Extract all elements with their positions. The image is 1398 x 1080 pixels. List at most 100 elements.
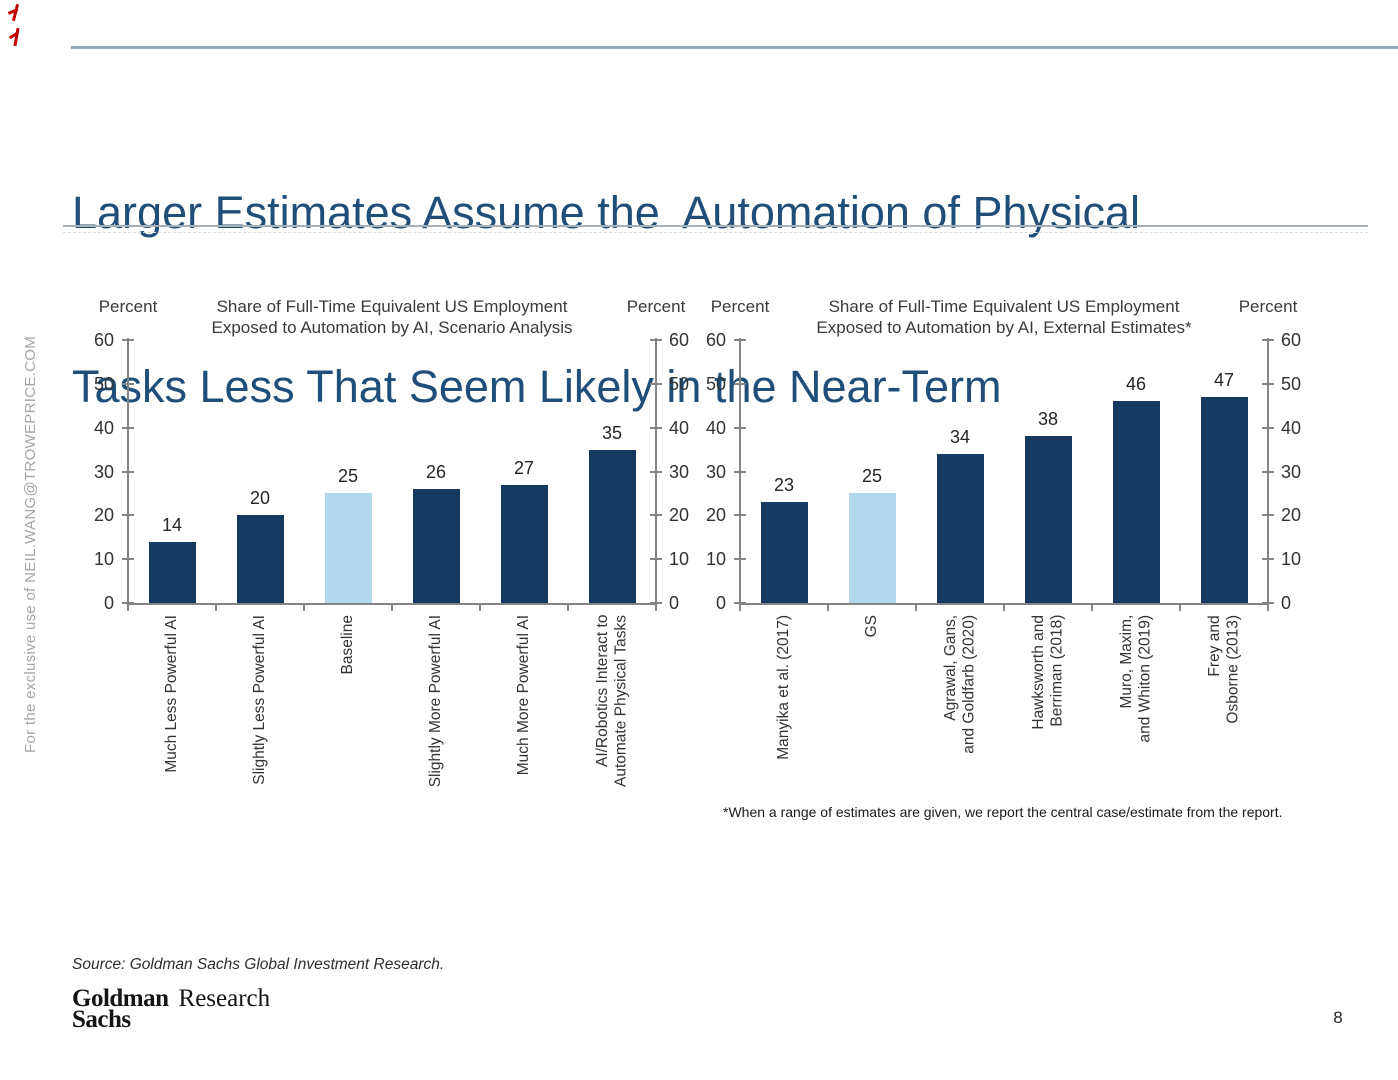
bar — [588, 450, 636, 603]
x-axis-category-label: GS — [862, 615, 880, 638]
x-axis-category-label: AI/Robotics Interact to Automate Physica… — [593, 615, 630, 788]
y-axis-tick — [734, 339, 746, 341]
y-axis-tick — [734, 602, 746, 604]
x-axis-tick — [1179, 605, 1181, 611]
chart-title-line: Share of Full-Time Equivalent US Employm… — [828, 297, 1180, 316]
bar — [500, 485, 548, 603]
x-axis-category-cell: Baseline — [304, 615, 392, 850]
bar — [1112, 401, 1160, 603]
bar-value-label: 38 — [1037, 409, 1059, 429]
chart-title: Share of Full-Time Equivalent US Employm… — [724, 296, 1284, 338]
y-axis-label: 60 — [669, 330, 690, 350]
axis-unit-label-right: Percent — [626, 297, 686, 316]
x-axis-category-label: Agrawal, Gans, and Goldfarb (2020) — [941, 615, 978, 754]
x-axis-tick — [127, 605, 129, 611]
axis-unit-label-right: Percent — [1238, 297, 1298, 316]
y-axis-tick — [122, 426, 134, 429]
bar — [148, 542, 196, 603]
x-axis-category-cell: Much More Powerful AI — [480, 615, 568, 850]
x-axis-tick — [827, 605, 829, 611]
bar — [1024, 436, 1072, 603]
y-axis-tick — [1262, 514, 1274, 517]
y-axis-label: 10 — [1281, 549, 1302, 570]
title-divider-dashed — [63, 232, 1368, 233]
y-axis-label: 30 — [93, 461, 114, 482]
x-axis-tick — [655, 605, 657, 611]
logo-goldman: Goldman — [72, 985, 169, 1012]
y-axis-tick — [734, 558, 746, 561]
y-axis-label: 0 — [715, 593, 726, 613]
y-axis-label: 40 — [93, 417, 114, 438]
goldman-sachs-research-logo: Goldman Sachs Research — [72, 985, 271, 1032]
x-axis-category-label: Baseline — [338, 615, 356, 675]
bar — [324, 493, 372, 603]
y-axis-tick — [650, 339, 662, 341]
y-axis-tick — [1262, 558, 1274, 561]
bar-value-label: 25 — [337, 466, 359, 486]
y-axis-tick — [734, 514, 746, 517]
y-axis-label: 0 — [103, 593, 114, 613]
y-axis-tick — [650, 426, 662, 429]
y-axis-label: 40 — [669, 417, 690, 438]
y-axis-label: 20 — [669, 505, 690, 526]
chart-title-line: Exposed to Automation by AI, External Es… — [816, 318, 1192, 337]
bar — [760, 502, 808, 603]
y-axis-tick — [1262, 426, 1274, 429]
bar-value-label: 35 — [601, 423, 623, 443]
x-axis-tick — [391, 605, 393, 611]
bar-value-label: 46 — [1125, 374, 1147, 394]
title-divider — [63, 225, 1368, 227]
page-title-line2: Tasks Less That Seem Likely in the Near-… — [72, 361, 1002, 412]
y-axis-label: 20 — [93, 505, 114, 526]
bar — [848, 493, 896, 603]
y-axis-label: 60 — [705, 330, 726, 350]
x-axis-category-label: Hawksworth and Berriman (2018) — [1029, 615, 1066, 730]
y-axis-tick — [650, 470, 662, 473]
x-axis-category-label: Much More Powerful AI — [514, 615, 532, 776]
bar — [936, 454, 984, 603]
y-axis-label: 60 — [93, 330, 114, 350]
logo-research: Research — [178, 985, 271, 1012]
bar-value-label: 25 — [861, 466, 883, 486]
y-axis-tick — [650, 602, 662, 604]
x-axis-tick — [567, 605, 569, 611]
y-axis-tick — [1262, 339, 1274, 341]
y-axis-tick — [122, 514, 134, 517]
x-axis-category-cell: AI/Robotics Interact to Automate Physica… — [568, 615, 656, 850]
y-axis-label: 10 — [93, 549, 114, 570]
y-axis-label: 60 — [1281, 330, 1302, 350]
y-axis-tick — [122, 470, 134, 473]
y-axis-label: 50 — [93, 373, 114, 394]
y-axis-label: 40 — [705, 417, 726, 438]
bar — [1200, 397, 1248, 603]
axis-unit-label-left: Percent — [710, 297, 770, 316]
bar-value-label: 34 — [949, 427, 971, 447]
bar-value-label: 14 — [161, 515, 183, 535]
y-axis-label: 30 — [1281, 461, 1302, 482]
logo-wordmark: Goldman Sachs — [72, 985, 169, 1032]
bar-value-label: 23 — [773, 475, 795, 495]
source-line: Source: Goldman Sachs Global Investment … — [72, 956, 445, 973]
y-axis-label: 20 — [1281, 505, 1302, 526]
y-axis-label: 50 — [669, 373, 690, 394]
x-axis-category-cell: Slightly Less Powerful AI — [216, 615, 304, 850]
y-axis-label: 50 — [1281, 373, 1302, 394]
y-axis-label: 50 — [705, 373, 726, 394]
y-axis-label: 30 — [669, 461, 690, 482]
y-axis-tick — [734, 382, 746, 385]
y-axis-label: 20 — [705, 505, 726, 526]
x-axis-tick — [303, 605, 305, 611]
y-axis-tick — [734, 470, 746, 473]
y-axis-tick — [122, 382, 134, 385]
y-axis-tick — [122, 602, 134, 604]
y-axis-tick — [122, 339, 134, 341]
y-axis-label: 30 — [705, 461, 726, 482]
axis-baseline — [127, 603, 657, 605]
y-axis-tick — [1262, 470, 1274, 473]
y-axis-tick — [650, 514, 662, 517]
y-axis-label: 0 — [1281, 593, 1292, 613]
x-axis-tick — [479, 605, 481, 611]
y-axis-label: 0 — [669, 593, 680, 613]
